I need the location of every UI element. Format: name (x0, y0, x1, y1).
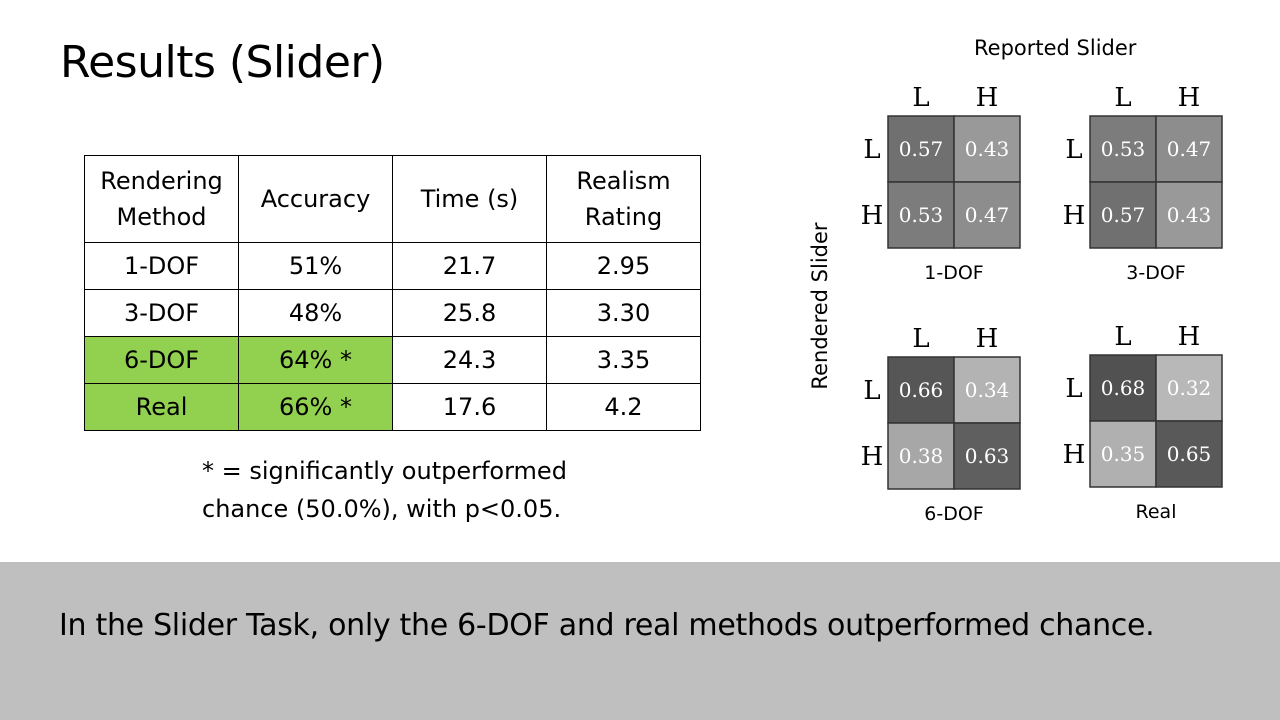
column-label: H (976, 83, 999, 113)
heatmap-cell-value: 0.32 (1167, 376, 1212, 400)
column-label: L (912, 83, 929, 113)
heatmap-cell (953, 181, 1021, 249)
header-rendering-method: Rendering Method (84, 155, 239, 243)
heatmap-cell (1155, 420, 1223, 488)
matrix-title: Real (1136, 501, 1177, 523)
row-label: L (863, 135, 880, 165)
column-label: L (1114, 322, 1131, 352)
row-label: L (863, 376, 880, 406)
results-table: Rendering Method Accuracy Time (s) Reali… (84, 155, 701, 431)
heatmap-cell-value: 0.47 (965, 203, 1010, 227)
heatmap-cell-value: 0.57 (899, 137, 944, 161)
column-label: L (1114, 83, 1131, 113)
table-header-row: Rendering Method Accuracy Time (s) Reali… (84, 155, 701, 243)
cell-realism: 3.30 (546, 289, 701, 337)
cell-time: 24.3 (392, 336, 547, 384)
takeaway-band (0, 562, 1280, 720)
slide-title: Results (Slider) (60, 37, 385, 88)
heatmap-cell-value: 0.38 (899, 444, 944, 468)
matrix-title: 1-DOF (924, 262, 983, 284)
heatmap-cell (1089, 181, 1157, 249)
heatmap-cell-value: 0.68 (1101, 376, 1146, 400)
heatmap-cell (953, 422, 1021, 490)
confusion-matrices: L H L H 0.57 0.43 0.53 0.47 1-DOF L H L H 0.53 0.47 0.5… (861, 83, 1223, 525)
row-label: L (1065, 374, 1082, 404)
heatmap-cell-value: 0.53 (899, 203, 944, 227)
column-label: H (1178, 83, 1201, 113)
takeaway-text: In the Slider Task, only the 6-DOF and r… (59, 608, 1155, 643)
x-axis-label: Reported Slider (974, 36, 1137, 60)
heatmap-cell (887, 181, 955, 249)
column-label: H (1178, 322, 1201, 352)
cell-accuracy: 64% * (238, 336, 393, 384)
cell-time: 25.8 (392, 289, 547, 337)
heatmap-cell-value: 0.47 (1167, 137, 1212, 161)
cell-method: 6-DOF (84, 336, 239, 384)
table-row: 6-DOF 64% * 24.3 3.35 (84, 336, 701, 384)
heatmap-cell (1155, 115, 1223, 183)
column-label: L (912, 324, 929, 354)
heatmap-cell-value: 0.53 (1101, 137, 1146, 161)
cell-time: 21.7 (392, 242, 547, 290)
table-row: 3-DOF 48% 25.8 3.30 (84, 289, 701, 337)
cell-method: 3-DOF (84, 289, 239, 337)
heatmap-cell-value: 0.43 (1167, 203, 1212, 227)
heatmap-cell (953, 356, 1021, 424)
cell-accuracy: 66% * (238, 383, 393, 431)
cell-realism: 3.35 (546, 336, 701, 384)
heatmap-cell (1155, 354, 1223, 422)
heatmap-cell-value: 0.43 (965, 137, 1010, 161)
significance-footnote: * = significantly outperformed chance (5… (202, 457, 567, 523)
row-label: H (861, 442, 884, 472)
heatmap-cell-value: 0.65 (1167, 442, 1212, 466)
row-label: H (861, 201, 884, 231)
matrix-title: 3-DOF (1126, 262, 1185, 284)
heatmap-cell (887, 356, 955, 424)
column-label: H (976, 324, 999, 354)
table-row: 1-DOF 51% 21.7 2.95 (84, 242, 701, 290)
heatmap-cell-value: 0.57 (1101, 203, 1146, 227)
header-time: Time (s) (392, 155, 547, 243)
heatmap-cell-value: 0.34 (965, 378, 1010, 402)
heatmap-cell-value: 0.35 (1101, 442, 1146, 466)
heatmap-cell-value: 0.66 (899, 378, 944, 402)
cell-method: Real (84, 383, 239, 431)
table-row: Real 66% * 17.6 4.2 (84, 383, 701, 431)
heatmap-cell (1155, 181, 1223, 249)
heatmap-cell (1089, 354, 1157, 422)
heatmap-cell (887, 422, 955, 490)
row-label: L (1065, 135, 1082, 165)
row-label: H (1063, 201, 1086, 231)
cell-accuracy: 51% (238, 242, 393, 290)
cell-accuracy: 48% (238, 289, 393, 337)
cell-realism: 4.2 (546, 383, 701, 431)
heatmap-cell (953, 115, 1021, 183)
matrix-title: 6-DOF (924, 503, 983, 525)
row-label: H (1063, 440, 1086, 470)
cell-time: 17.6 (392, 383, 547, 431)
heatmap-cell-value: 0.63 (965, 444, 1010, 468)
